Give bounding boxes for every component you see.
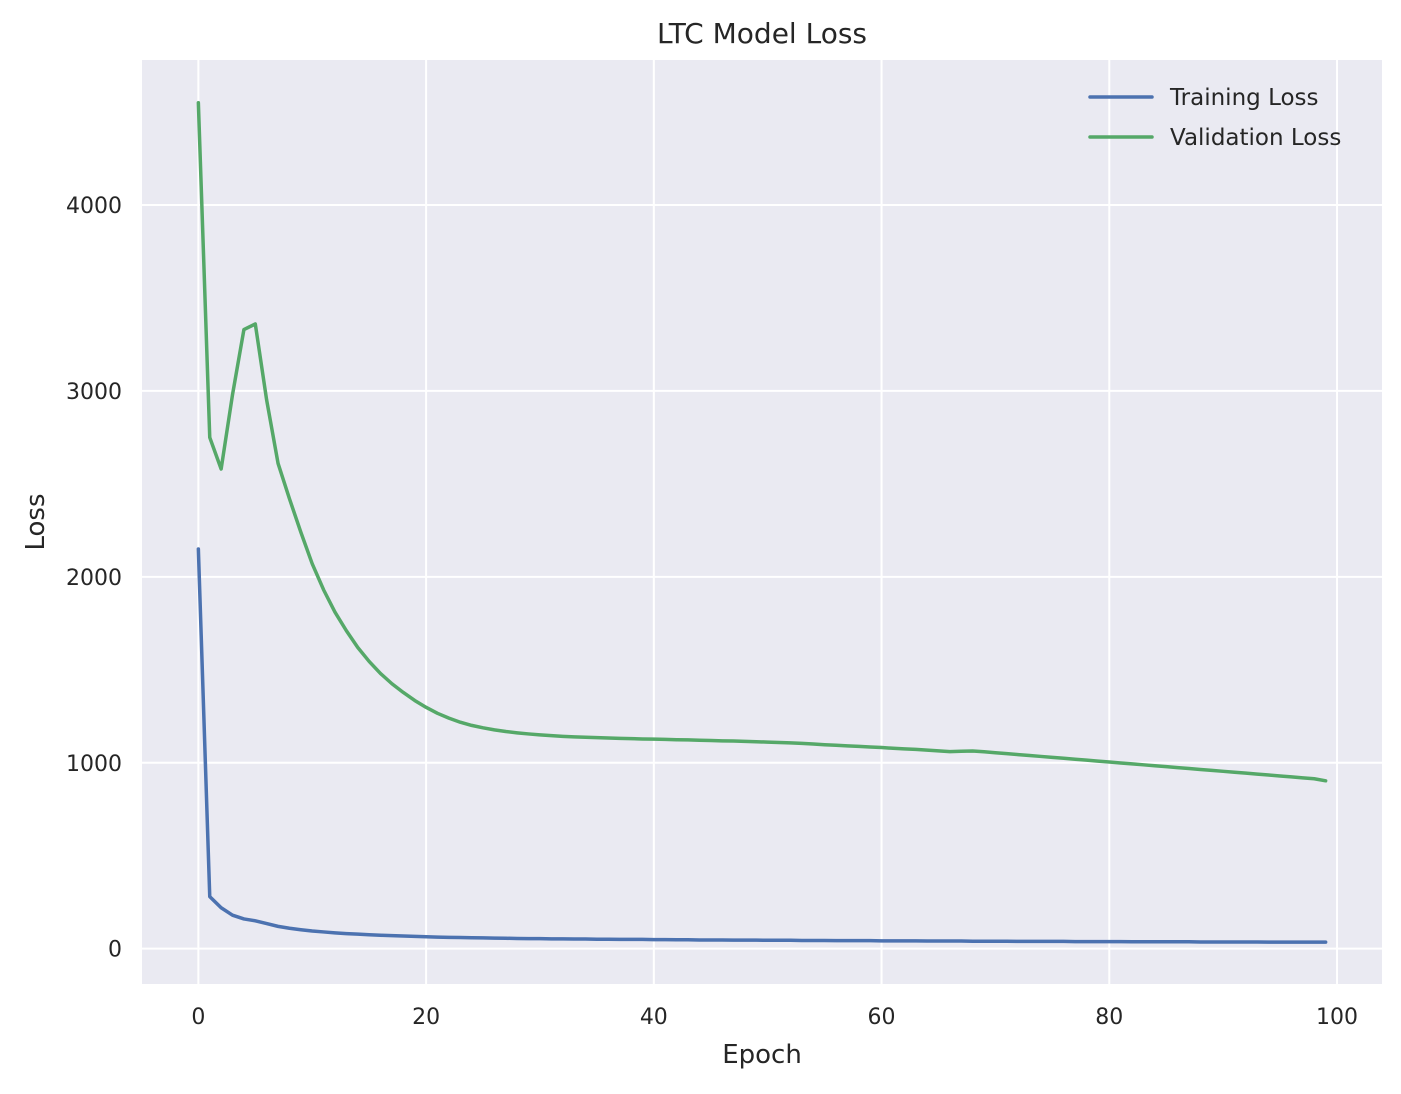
- legend: Training Loss Validation Loss: [1088, 85, 1341, 151]
- y-tick-label: 2000: [66, 566, 122, 591]
- chart-title: LTC Model Loss: [657, 17, 867, 50]
- y-tick-label: 0: [108, 938, 122, 963]
- series-line-validation-loss: [196, 101, 1328, 783]
- series-lines: [196, 101, 1328, 944]
- x-tick-label: 20: [412, 1005, 440, 1030]
- series-line-training-loss: [196, 547, 1328, 944]
- plot-area: [142, 60, 1382, 984]
- x-tick-label: 100: [1316, 1005, 1358, 1030]
- y-tick-label: 1000: [66, 752, 122, 777]
- x-tick-label: 40: [640, 1005, 668, 1030]
- x-tick-label: 0: [191, 1005, 205, 1030]
- y-axis-label: Loss: [21, 493, 51, 550]
- x-axis-label: Epoch: [722, 1040, 802, 1070]
- grid-lines: [142, 60, 1382, 984]
- y-tick-label: 3000: [66, 380, 122, 405]
- x-tick-label: 80: [1095, 1005, 1123, 1030]
- y-tick-label: 4000: [66, 194, 122, 219]
- legend-label: Training Loss: [1169, 85, 1319, 111]
- x-tick-label: 60: [868, 1005, 896, 1030]
- legend-label: Validation Loss: [1170, 125, 1341, 151]
